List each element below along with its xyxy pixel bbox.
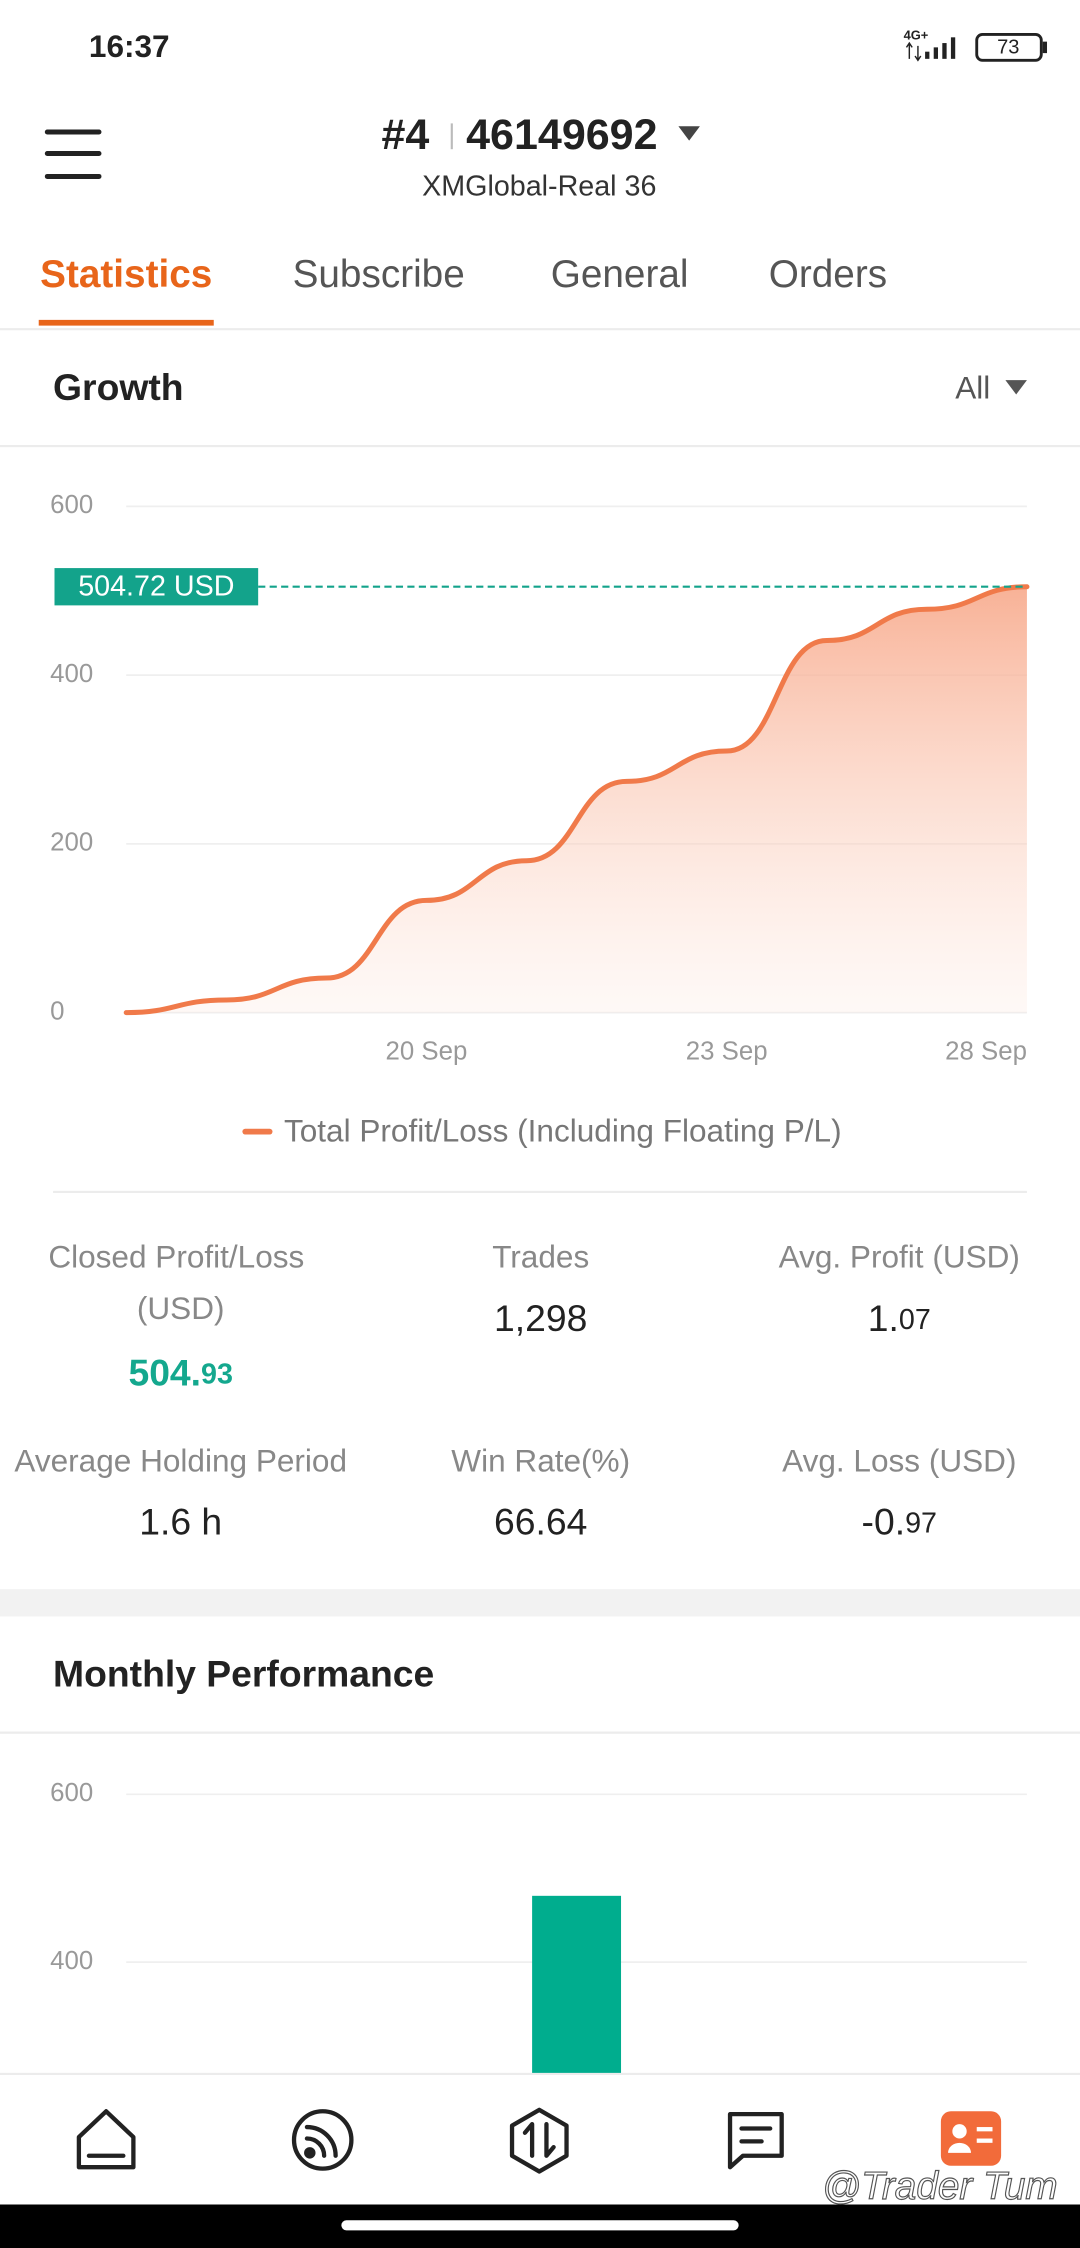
- monthly-chart: 400 600: [50, 1779, 1027, 2074]
- y-tick-label: 200: [50, 829, 93, 857]
- line: [123, 584, 1030, 1016]
- y-tick-label: 0: [50, 997, 64, 1025]
- area: [126, 586, 1027, 1013]
- home-indicator[interactable]: [341, 2220, 739, 2231]
- battery-level: 73: [997, 36, 1019, 58]
- annotation-label: 504.72 USD: [78, 571, 234, 603]
- nav-home[interactable]: [76, 2109, 136, 2170]
- bar: [532, 1895, 622, 2074]
- annotation-flag: [54, 568, 259, 606]
- x-tick-label: 23 Sep: [686, 1038, 768, 1066]
- x-tick-label: 20 Sep: [386, 1038, 468, 1066]
- stat-value: 1.07: [868, 1297, 931, 1339]
- period-filter[interactable]: All: [955, 369, 990, 405]
- watermark: @Trader Tum: [822, 2165, 1058, 2208]
- section-title: Monthly Performance: [53, 1653, 434, 1695]
- tab[interactable]: General: [551, 253, 689, 296]
- y-tick-label: 400: [50, 660, 93, 688]
- battery-icon: [975, 33, 1043, 62]
- legend-label: Total Profit/Loss (Including Floating P/…: [284, 1112, 842, 1148]
- stat-value: 66.64: [494, 1501, 587, 1543]
- nav-trade[interactable]: [509, 2107, 569, 2174]
- menu-button[interactable]: [44, 129, 102, 179]
- status-time: 16:37: [89, 28, 170, 64]
- growth-chart: 0 200 400 600 20 Sep 23 Sep 28 Sep Total Profit…: [50, 491, 1030, 1148]
- x-tick-label: 28 Sep: [945, 1038, 1027, 1066]
- stat-label: Trades: [492, 1239, 589, 1275]
- battery-tip: [1042, 41, 1048, 54]
- y-tick-label: 400: [50, 1947, 93, 1975]
- signal-icon: [905, 37, 956, 62]
- tab[interactable]: Statistics: [40, 253, 212, 296]
- stat-label: Closed Profit/Loss (USD): [48, 1239, 313, 1327]
- bottom-nav: [0, 2073, 1080, 2206]
- section-title: Growth: [53, 366, 183, 408]
- account-number[interactable]: #4: [382, 111, 430, 159]
- y-tick-label: 600: [50, 491, 93, 519]
- nav-profile[interactable]: [940, 2111, 1002, 2166]
- period-dropdown[interactable]: [1005, 380, 1027, 395]
- nav-messages[interactable]: [727, 2111, 784, 2170]
- account-id[interactable]: 46149692: [466, 111, 657, 159]
- stat-label: Avg. Loss (USD): [782, 1442, 1016, 1478]
- stat-label: Average Holding Period: [14, 1442, 347, 1478]
- stat-value: -0.97: [862, 1501, 937, 1543]
- stat-value: 1,298: [494, 1297, 587, 1339]
- tab-indicator: [38, 319, 214, 326]
- nav-feed[interactable]: [291, 2109, 354, 2171]
- stats-grid: Closed Profit/Loss (USD) 504.93 Trades 1,29…: [14, 1239, 1020, 1543]
- stat-value: 1.6 h: [139, 1501, 222, 1543]
- server-name: XMGlobal-Real 36: [422, 171, 656, 203]
- section-gap: [0, 1589, 1080, 1617]
- network-type: 4G+: [904, 27, 929, 42]
- tab[interactable]: Subscribe: [293, 253, 465, 296]
- account-dropdown[interactable]: [678, 126, 700, 141]
- stat-label: Avg. Profit (USD): [779, 1239, 1020, 1275]
- stat-label: Win Rate(%): [451, 1442, 630, 1478]
- y-tick-label: 600: [50, 1779, 93, 1807]
- tab[interactable]: Orders: [769, 253, 887, 296]
- stat-value: 504.93: [128, 1351, 232, 1393]
